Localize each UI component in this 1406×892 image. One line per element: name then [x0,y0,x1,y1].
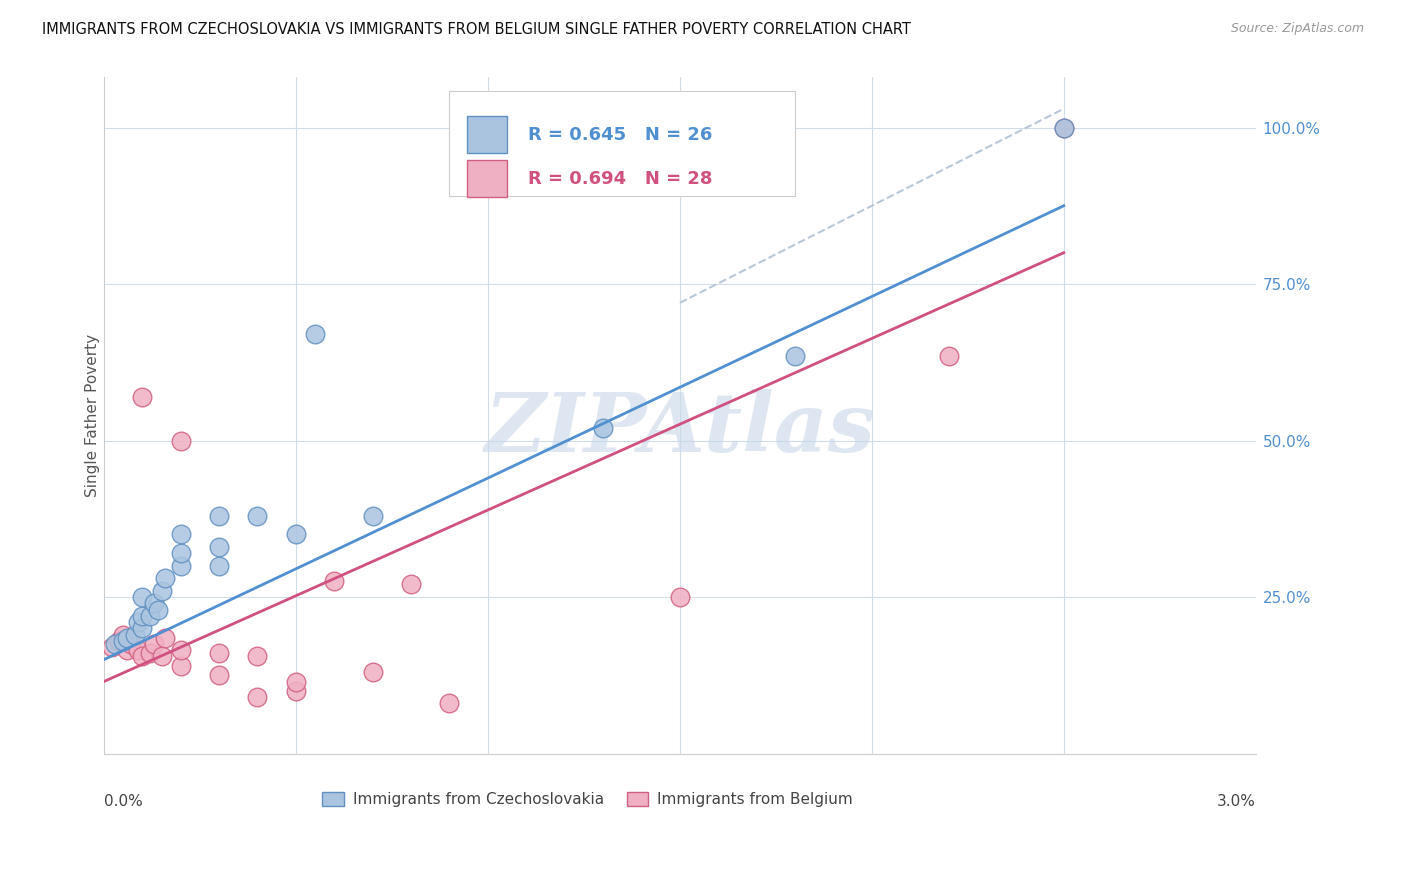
Point [100,640,122,654]
Point [938,349,960,363]
Point [208,558,231,573]
Text: 3.0%: 3.0% [1216,794,1256,809]
Text: R = 0.645   N = 26: R = 0.645 N = 26 [527,126,713,144]
Point [669,590,692,604]
Point [131,390,153,404]
Point [142,596,165,610]
Legend: Immigrants from Czechoslovakia, Immigrants from Belgium: Immigrants from Czechoslovakia, Immigran… [316,786,859,814]
Point [115,643,138,657]
FancyBboxPatch shape [450,91,794,195]
Point [170,546,193,560]
Point [284,674,307,689]
Point [120,637,142,651]
Point [170,434,193,448]
Point [1053,120,1076,135]
Point [131,608,153,623]
Point [131,649,153,664]
Point [304,327,326,342]
Point [284,527,307,541]
Text: 0.0%: 0.0% [104,794,142,809]
Point [155,571,177,585]
Point [246,649,269,664]
Point [1053,120,1076,135]
Point [150,583,173,598]
Point [131,590,153,604]
Point [139,608,162,623]
Point [246,508,269,523]
Point [155,631,177,645]
Point [284,684,307,698]
FancyBboxPatch shape [467,116,508,153]
Point [108,633,131,648]
FancyBboxPatch shape [467,161,508,197]
Point [127,615,149,629]
Point [112,633,135,648]
Point [170,643,193,657]
Point [399,577,422,591]
Point [146,602,169,616]
Point [361,665,384,680]
Point [124,627,146,641]
Point [361,508,384,523]
Text: ZIPAtlas: ZIPAtlas [485,389,876,469]
Point [323,574,346,589]
Point [131,621,153,635]
Point [115,631,138,645]
Point [142,637,165,651]
Point [139,646,162,660]
Point [150,649,173,664]
Point [208,540,231,554]
Point [170,658,193,673]
Point [127,643,149,657]
Text: R = 0.694   N = 28: R = 0.694 N = 28 [527,169,713,188]
Point [170,558,193,573]
Point [783,349,806,363]
Point [104,637,127,651]
Point [112,627,135,641]
Text: IMMIGRANTS FROM CZECHOSLOVAKIA VS IMMIGRANTS FROM BELGIUM SINGLE FATHER POVERTY : IMMIGRANTS FROM CZECHOSLOVAKIA VS IMMIGR… [42,22,911,37]
Text: Source: ZipAtlas.com: Source: ZipAtlas.com [1230,22,1364,36]
Y-axis label: Single Father Poverty: Single Father Poverty [86,334,100,497]
Point [592,421,614,435]
Point [208,668,231,682]
Point [208,646,231,660]
Point [170,527,193,541]
Point [246,690,269,705]
Point [208,508,231,523]
Point [439,697,461,711]
